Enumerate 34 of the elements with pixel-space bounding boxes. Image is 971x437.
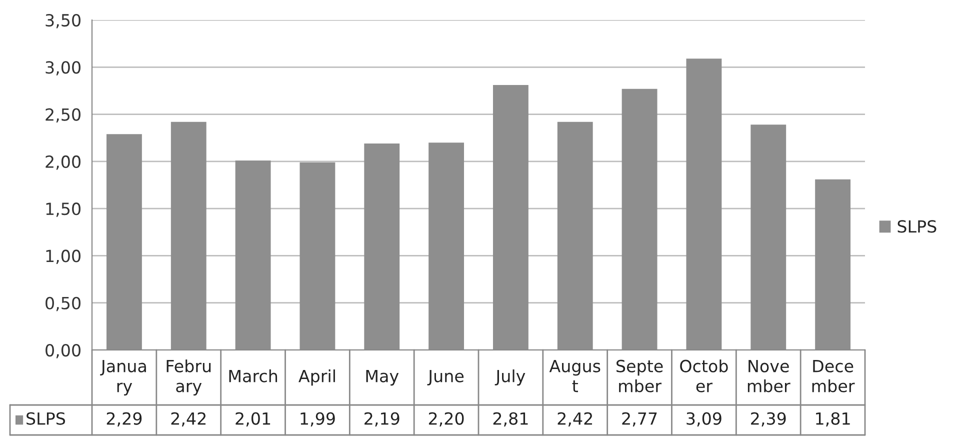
data-label: 1,81 [816, 412, 850, 427]
x-tick-label: Febru ary [166, 359, 211, 396]
y-tick-label: 3,50 [46, 14, 80, 28]
data-label: 2,39 [751, 412, 786, 427]
data-label: 2,42 [171, 412, 206, 427]
legend-label: SLPS [898, 220, 936, 233]
data-label: 3,09 [686, 412, 722, 427]
x-tick-label: March [229, 369, 278, 382]
x-tick-label: Nove mber [748, 360, 790, 392]
x-tick-label: June [427, 370, 464, 386]
data-label: 2,42 [558, 412, 592, 427]
y-tick-label: 0,50 [46, 296, 80, 312]
x-tick-label: April [298, 369, 335, 386]
x-tick-label: Dece mber [812, 360, 855, 392]
data-label: 2,29 [106, 412, 142, 427]
data-label: 2,77 [622, 412, 657, 427]
y-tick-label: 3,00 [46, 61, 80, 76]
data-label: 2,01 [236, 412, 270, 427]
x-tick-label: Octob er [680, 359, 728, 392]
data-label: 1,99 [300, 412, 335, 427]
data-label: 2,19 [364, 412, 400, 427]
x-tick-label: Septe mber [616, 360, 663, 392]
x-tick-label: Augus t [549, 360, 600, 392]
y-tick-label: 2,50 [46, 108, 80, 123]
x-tick-label: Janua ry [100, 360, 146, 396]
y-tick-label: 1,00 [46, 250, 80, 264]
y-tick-label: 1,50 [46, 202, 80, 217]
x-tick-label: May [366, 370, 399, 386]
data-label: 2,81 [493, 412, 528, 427]
y-tick-label: 0,00 [46, 344, 80, 358]
x-tick-label: July [494, 369, 526, 386]
data-label: 2,20 [428, 412, 464, 427]
text: SLPS [26, 412, 66, 425]
y-tick-label: 2,00 [46, 155, 80, 170]
